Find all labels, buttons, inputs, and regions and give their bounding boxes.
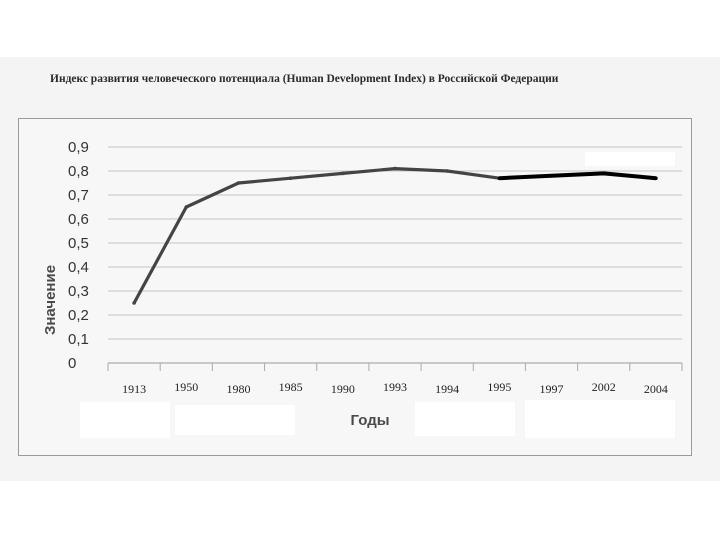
x-tick-label: 1997 xyxy=(540,382,564,396)
scan-artifact xyxy=(80,402,170,438)
scan-artifact xyxy=(585,152,675,166)
data-point xyxy=(132,301,136,305)
scan-artifact xyxy=(525,400,675,438)
data-point xyxy=(236,181,241,185)
x-tick-label: 1990 xyxy=(331,382,355,396)
x-tick-label: 1995 xyxy=(487,380,511,394)
y-tick-label: 0,1 xyxy=(68,331,89,348)
y-tick-label: 0,2 xyxy=(68,307,89,324)
data-point xyxy=(497,176,502,180)
chart-title: Индекс развития человеческого потенциала… xyxy=(50,73,559,85)
series-line xyxy=(132,167,657,304)
series-line-recent xyxy=(499,171,657,181)
x-tick-label: 1993 xyxy=(383,380,407,394)
x-tick-label: 1980 xyxy=(226,382,250,396)
y-tick-label: 0,8 xyxy=(68,163,89,180)
x-tick-label: 2002 xyxy=(592,380,616,394)
x-tick-label: 1985 xyxy=(279,380,303,394)
scan-artifact xyxy=(415,402,515,436)
y-tick-label: 0,7 xyxy=(68,187,89,204)
data-point xyxy=(601,171,606,176)
x-tick-label: 1913 xyxy=(122,382,146,396)
data-point xyxy=(341,171,345,176)
y-tick-label: 0,3 xyxy=(68,283,89,300)
y-tick-label: 0 xyxy=(68,355,76,372)
y-tick-labels: 0 0,1 0,2 0,3 0,4 0,5 0,6 0,7 0,8 0,9 xyxy=(68,139,89,372)
x-tick-label: 1994 xyxy=(435,382,459,396)
y-tick-label: 0,4 xyxy=(68,259,89,276)
gridlines xyxy=(107,146,683,371)
x-tick-label: 1950 xyxy=(174,380,198,394)
y-tick-label: 0,9 xyxy=(68,139,89,156)
data-point xyxy=(549,174,554,178)
data-point xyxy=(184,205,189,209)
data-point xyxy=(393,166,397,171)
data-point xyxy=(654,176,658,180)
y-axis-label: Значение xyxy=(42,265,59,335)
data-points xyxy=(132,166,658,305)
x-tick-labels: 1913 1950 1980 1985 1990 1993 1994 1995 1997 2002… xyxy=(122,380,668,396)
data-point xyxy=(445,169,449,173)
x-axis-label: Годы xyxy=(350,412,389,429)
scan-artifact xyxy=(175,405,295,435)
y-tick-label: 0,6 xyxy=(68,211,89,228)
y-tick-label: 0,5 xyxy=(68,235,89,252)
x-tick-label: 2004 xyxy=(644,382,668,396)
data-point xyxy=(288,176,293,180)
